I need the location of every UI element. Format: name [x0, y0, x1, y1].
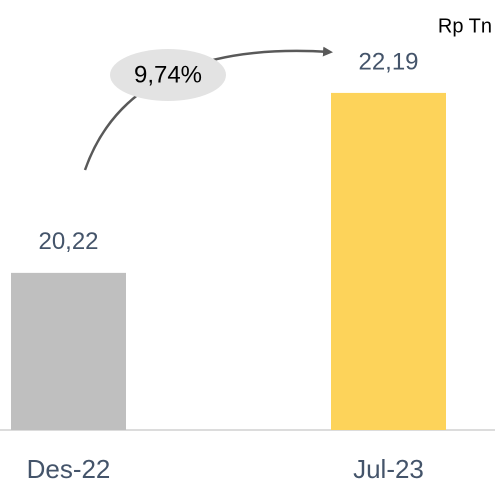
unit-label: Rp Tn [438, 15, 492, 37]
bar [331, 92, 446, 430]
annotation: 9,74% [134, 61, 202, 88]
x-tick-label: Jul-23 [353, 454, 424, 484]
x-tick-label: Des-22 [27, 454, 111, 484]
bar [11, 272, 126, 430]
annotation-bubble [110, 49, 226, 101]
value-label: 22,19 [358, 48, 418, 75]
value-label: 20,22 [38, 228, 98, 255]
